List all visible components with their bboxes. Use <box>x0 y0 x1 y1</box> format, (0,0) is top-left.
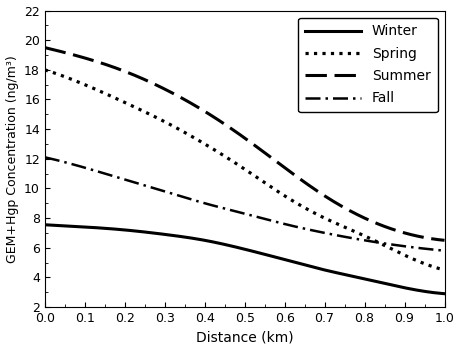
Spring <box>280 193 285 197</box>
Spring <box>42 68 47 72</box>
Fall <box>403 245 409 249</box>
Summer <box>378 223 384 228</box>
Winter <box>403 286 409 290</box>
Spring <box>403 254 409 258</box>
Winter <box>42 223 47 227</box>
Spring <box>286 197 291 201</box>
Summer <box>286 169 291 173</box>
Summer <box>280 164 285 168</box>
Fall <box>42 155 47 159</box>
Spring <box>43 68 49 72</box>
Winter <box>43 223 49 227</box>
Summer <box>441 238 446 243</box>
Y-axis label: GEM+Hgp Concentration (ng/m³): GEM+Hgp Concentration (ng/m³) <box>6 55 18 262</box>
Winter <box>378 281 384 285</box>
Line: Fall: Fall <box>45 157 443 251</box>
Summer <box>42 46 47 50</box>
Summer <box>43 46 49 50</box>
Legend: Winter, Spring, Summer, Fall: Winter, Spring, Summer, Fall <box>297 18 437 112</box>
Fall <box>286 223 291 227</box>
Winter <box>280 257 285 261</box>
Spring <box>278 192 284 196</box>
Summer <box>278 163 284 167</box>
Winter <box>286 259 291 263</box>
Fall <box>441 248 446 253</box>
Winter <box>441 292 446 296</box>
Line: Winter: Winter <box>45 225 443 294</box>
X-axis label: Distance (km): Distance (km) <box>196 330 293 344</box>
Summer <box>403 231 409 236</box>
Winter <box>278 257 284 261</box>
Fall <box>43 155 49 160</box>
Spring <box>441 268 446 272</box>
Fall <box>278 221 284 225</box>
Line: Summer: Summer <box>45 48 443 240</box>
Fall <box>280 222 285 226</box>
Line: Spring: Spring <box>45 70 443 270</box>
Fall <box>378 241 384 245</box>
Spring <box>378 242 384 246</box>
